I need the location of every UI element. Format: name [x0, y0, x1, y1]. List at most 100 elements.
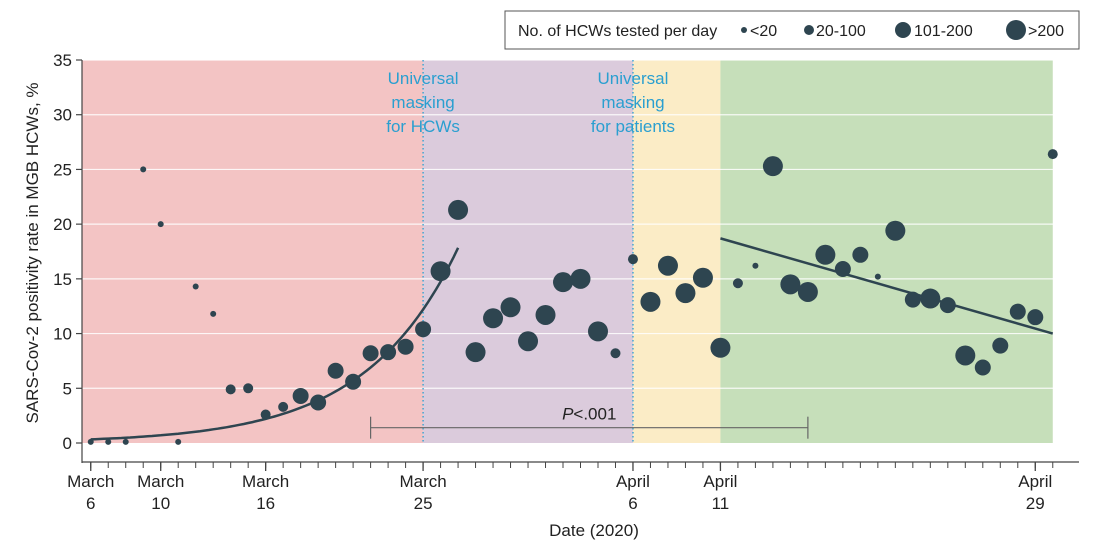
data-point-day-19 — [310, 394, 327, 411]
data-point-day-38 — [640, 291, 661, 312]
band-period-1 — [82, 60, 424, 443]
data-point-day-51 — [874, 273, 881, 280]
data-point-day-33 — [553, 272, 574, 293]
y-tick-label-0: 0 — [63, 434, 72, 453]
data-point-day-53 — [904, 291, 921, 308]
legend-label-s: <20 — [750, 23, 777, 40]
data-point-day-17 — [278, 401, 289, 412]
data-point-day-39 — [657, 255, 678, 276]
legend-marker-s — [741, 27, 747, 33]
data-point-day-37 — [627, 254, 638, 265]
data-point-day-54 — [920, 288, 941, 309]
data-point-day-34 — [570, 268, 591, 289]
data-point-day-43 — [732, 278, 743, 289]
legend-items: <20 20-100 101-200 >200 — [741, 20, 1064, 40]
data-point-day-21 — [345, 373, 362, 390]
intervention-label-2-line-1: Universal — [598, 69, 669, 88]
data-points — [87, 149, 1058, 445]
data-point-day-28 — [465, 342, 486, 363]
x-tick-label-3-month: March — [242, 472, 289, 491]
data-point-day-7 — [105, 438, 112, 445]
data-point-day-30 — [500, 297, 521, 318]
data-point-day-58 — [992, 337, 1009, 354]
period-bands — [82, 60, 1053, 443]
axes: 0 5 10 15 20 25 30 35 March 6 March 10 March 16 March 2… — [53, 51, 1079, 513]
legend-marker-l — [895, 22, 911, 38]
data-point-day-27 — [448, 199, 469, 220]
intervention-label-2-line-2: masking — [601, 93, 664, 112]
data-point-day-47 — [797, 281, 818, 302]
data-point-day-10 — [157, 221, 164, 228]
y-tick-label-20: 20 — [53, 215, 72, 234]
data-point-day-46 — [780, 274, 801, 295]
y-tick-label-25: 25 — [53, 160, 72, 179]
y-tick-label-5: 5 — [63, 379, 72, 398]
data-point-day-61 — [1047, 149, 1058, 160]
trend-exponential — [90, 247, 460, 441]
trend-linear — [720, 237, 1054, 335]
x-axis-title: Date (2020) — [549, 521, 639, 540]
data-point-day-45 — [762, 156, 783, 177]
data-point-day-24 — [397, 338, 414, 355]
x-tick-label-1-month: March — [67, 472, 114, 491]
band-period-4 — [720, 60, 1053, 443]
x-tick-label-6-day: 11 — [712, 494, 730, 513]
data-point-day-22 — [362, 345, 379, 362]
intervention-label-1-line-3: for HCWs — [386, 117, 460, 136]
data-point-day-31 — [518, 331, 539, 352]
data-point-day-36 — [610, 348, 621, 359]
data-point-day-50 — [852, 246, 869, 263]
data-point-day-48 — [815, 244, 836, 265]
data-point-day-20 — [327, 362, 344, 379]
data-point-day-60 — [1027, 309, 1044, 326]
pvalue-bracket: P<.001 — [370, 405, 809, 439]
x-tick-label-7-month: April — [1018, 472, 1052, 491]
data-point-day-16 — [260, 409, 271, 420]
legend: No. of HCWs tested per day <20 20-100 101-… — [504, 10, 1080, 50]
trend-lines — [90, 237, 1054, 441]
y-tick-label-15: 15 — [53, 270, 72, 289]
pvalue-label: P<.001 — [562, 405, 616, 424]
y-axis-title: SARS-Cov-2 positivity rate in MGB HCWs, … — [23, 82, 42, 423]
intervention-annotations: Universal masking for HCWs Universal masking… — [386, 69, 675, 136]
data-point-day-14 — [225, 384, 236, 395]
data-point-day-57 — [974, 359, 991, 376]
data-point-day-11 — [175, 438, 182, 445]
data-point-day-32 — [535, 304, 556, 325]
data-point-day-12 — [192, 283, 199, 290]
data-point-day-44 — [752, 262, 759, 269]
data-point-day-25 — [415, 321, 432, 338]
x-tick-label-4-day: 25 — [414, 494, 433, 513]
legend-marker-m — [804, 25, 814, 35]
data-point-day-55 — [939, 297, 956, 314]
y-tick-label-10: 10 — [53, 325, 72, 344]
legend-marker-xl — [1006, 20, 1026, 40]
x-tick-label-7-day: 29 — [1026, 494, 1045, 513]
x-tick-label-2-month: March — [137, 472, 184, 491]
x-tick-label-5-month: April — [616, 472, 650, 491]
data-point-day-18 — [292, 387, 309, 404]
intervention-label-1-line-1: Universal — [388, 69, 459, 88]
data-point-day-6 — [87, 438, 94, 445]
data-point-day-35 — [587, 321, 608, 342]
x-tick-label-3-day: 16 — [256, 494, 275, 513]
legend-title: No. of HCWs tested per day — [518, 23, 717, 40]
data-point-day-15 — [243, 383, 254, 394]
y-tick-label-30: 30 — [53, 106, 72, 125]
legend-label-m: 20-100 — [816, 23, 866, 40]
x-tick-label-1-day: 6 — [86, 494, 95, 513]
y-tick-label-35: 35 — [53, 51, 72, 70]
data-point-day-52 — [885, 220, 906, 241]
data-point-day-23 — [380, 344, 397, 361]
data-point-day-56 — [955, 345, 976, 366]
data-point-day-13 — [210, 310, 217, 317]
legend-label-l: 101-200 — [914, 23, 973, 40]
band-period-2 — [423, 60, 633, 443]
legend-label-xl: >200 — [1028, 23, 1064, 40]
data-point-day-29 — [483, 308, 504, 329]
pvalue-prefix: P — [562, 405, 574, 424]
data-point-day-41 — [692, 267, 713, 288]
intervention-label-2-line-3: for patients — [591, 117, 675, 136]
data-point-day-9 — [140, 166, 147, 173]
